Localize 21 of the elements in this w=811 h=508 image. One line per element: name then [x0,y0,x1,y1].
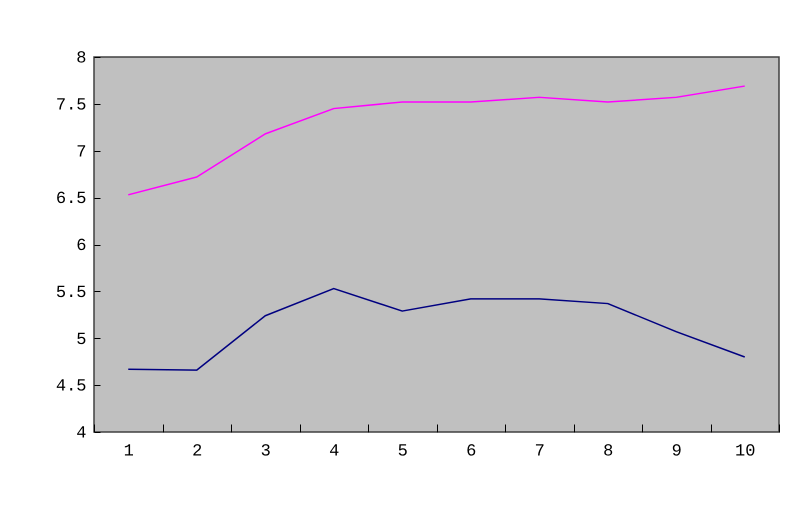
x-tick-label: 3 [260,442,271,462]
y-tick-label: 8 [76,50,86,68]
y-tick-label: 5 [76,330,86,350]
line-series [128,85,746,196]
x-tick-label: 7 [534,442,545,462]
y-tick-label: 4 [76,424,86,444]
y-tick-label: 6.5 [56,190,86,210]
line-series [128,288,746,371]
y-tick-label: 4.5 [56,378,86,397]
y-tick-label: 6 [76,237,86,256]
x-tick-label: 10 [735,442,756,462]
x-tick-label: 2 [192,442,202,462]
x-tick-label: 1 [124,442,134,462]
x-tick-label: 4 [329,442,340,462]
x-tick-label: 5 [398,442,408,462]
y-tick-label: 5.5 [56,284,86,303]
y-tick-label: 7.5 [56,96,86,116]
x-tick-label: 8 [603,442,614,462]
x-tick-label: 6 [466,442,476,462]
x-tick-label: 9 [672,442,682,462]
y-tick-label: 7 [76,143,86,162]
